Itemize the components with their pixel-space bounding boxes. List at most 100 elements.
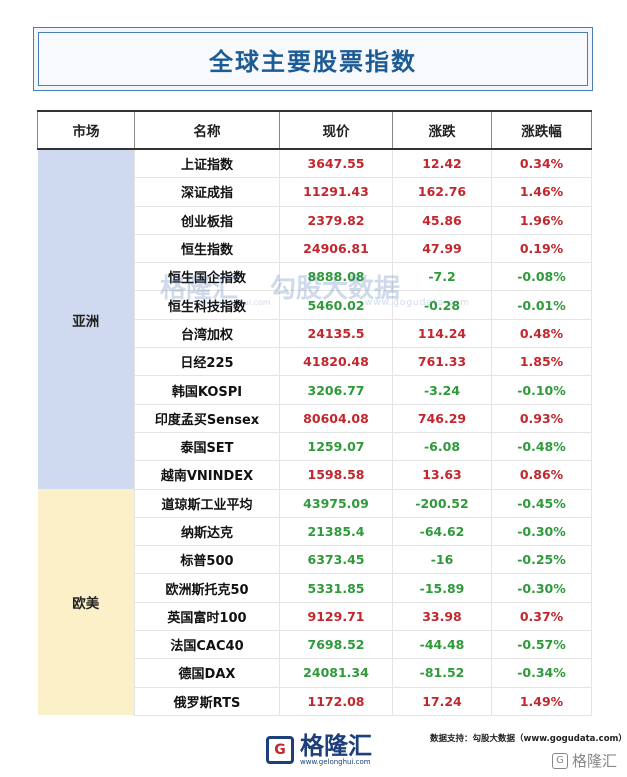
header-change-pct: 涨跌幅	[491, 110, 592, 150]
table-row: 欧洲斯托克50 5331.85 -15.89 -0.30%	[38, 573, 592, 603]
region-cell: 欧美	[37, 489, 135, 716]
table-row: 印度孟买Sensex 80604.08 746.29 0.93%	[38, 403, 592, 433]
corner-watermark-text: 格隆汇	[571, 752, 617, 770]
index-name: 法国CAC40	[134, 630, 280, 660]
index-change-pct: 0.93%	[491, 403, 592, 433]
index-price: 24906.81	[279, 233, 393, 264]
index-price: 6373.45	[279, 545, 393, 575]
index-change: 33.98	[392, 601, 492, 632]
index-change: -81.52	[392, 658, 492, 688]
table-row: 标普500 6373.45 -16 -0.25%	[38, 545, 592, 575]
data-source-note: 数据支持：勾股大数据（www.gogudata.com）	[430, 734, 627, 744]
index-name: 欧洲斯托克50	[134, 573, 280, 603]
table-row: 恒生国企指数 8888.08 -7.2 -0.08%	[38, 262, 592, 292]
index-change: 12.42	[392, 148, 492, 179]
index-name: 泰国SET	[134, 431, 280, 462]
index-price: 9129.71	[279, 601, 393, 632]
index-change: -16	[392, 545, 492, 575]
corner-g-icon: G	[551, 752, 568, 769]
index-name: 道琼斯工业平均	[134, 488, 280, 518]
index-name: 标普500	[134, 545, 280, 575]
page-title: 全球主要股票指数	[209, 47, 417, 76]
index-change-pct: 0.86%	[491, 460, 592, 490]
index-change: 114.24	[392, 318, 492, 349]
table-row: 深证成指 11291.43 162.76 1.46%	[38, 177, 592, 207]
index-change: -15.89	[392, 573, 492, 603]
index-change-pct: 1.46%	[491, 177, 592, 207]
index-change: -0.28	[392, 290, 492, 320]
table-row: 亚洲 上证指数 3647.55 12.42 0.34%	[37, 148, 592, 490]
footer-logo-url: www.gelonghui.com	[300, 758, 371, 766]
header-price: 现价	[279, 110, 393, 150]
index-name: 创业板指	[134, 205, 280, 235]
index-price: 24135.5	[279, 318, 393, 349]
table-row: 日经225 41820.48 761.33 1.85%	[38, 347, 592, 377]
index-price: 2379.82	[279, 205, 393, 235]
header-change: 涨跌	[392, 110, 492, 150]
index-change: 13.63	[392, 460, 492, 490]
table-row: 创业板指 2379.82 45.86 1.96%	[38, 205, 592, 235]
index-name: 韩国KOSPI	[134, 375, 280, 405]
index-change-pct: -0.10%	[491, 375, 592, 405]
index-change-pct: -0.30%	[491, 573, 592, 603]
index-name: 英国富时100	[134, 601, 280, 632]
index-price: 80604.08	[279, 403, 393, 433]
index-change-pct: 1.96%	[491, 205, 592, 235]
index-name: 台湾加权	[134, 318, 280, 349]
table-row: 欧美 道琼斯工业平均 43975.09 -200.52 -0.45%	[37, 488, 592, 716]
index-price: 41820.48	[279, 347, 393, 377]
index-change-pct: 1.85%	[491, 347, 592, 377]
index-name: 恒生国企指数	[134, 262, 280, 292]
index-change: -7.2	[392, 262, 492, 292]
index-name: 恒生科技指数	[134, 290, 280, 320]
index-change-pct: -0.01%	[491, 290, 592, 320]
index-change-pct: -0.34%	[491, 658, 592, 688]
header-market: 市场	[37, 110, 135, 150]
index-name: 恒生指数	[134, 233, 280, 264]
table-row: 台湾加权 24135.5 114.24 0.48%	[38, 318, 592, 349]
index-price: 21385.4	[279, 516, 393, 547]
index-price: 5331.85	[279, 573, 393, 603]
index-name: 印度孟买Sensex	[134, 403, 280, 433]
title-inner: 全球主要股票指数	[38, 32, 588, 86]
index-change-pct: -0.57%	[491, 630, 592, 660]
index-change: 45.86	[392, 205, 492, 235]
index-change-pct: -0.25%	[491, 545, 592, 575]
index-change: 746.29	[392, 403, 492, 433]
index-change-pct: -0.30%	[491, 516, 592, 547]
index-change: 162.76	[392, 177, 492, 207]
gelonghui-g-logo-icon: G	[266, 736, 294, 764]
region-cell: 亚洲	[37, 149, 135, 490]
index-name: 纳斯达克	[134, 516, 280, 547]
footer-logo-text: 格隆汇	[300, 732, 372, 760]
index-price: 43975.09	[279, 488, 393, 518]
index-change: -6.08	[392, 431, 492, 462]
index-change-pct: 0.34%	[491, 148, 592, 179]
index-change: 761.33	[392, 347, 492, 377]
corner-watermark: G 格隆汇	[551, 750, 617, 771]
table-row: 纳斯达克 21385.4 -64.62 -0.30%	[38, 516, 592, 547]
table-row: 俄罗斯RTS 1172.08 17.24 1.49%	[38, 686, 592, 716]
table-body: 亚洲 上证指数 3647.55 12.42 0.34% 深证成指 11291.43 162.7…	[37, 148, 592, 716]
index-change: -64.62	[392, 516, 492, 547]
index-price: 1598.58	[279, 460, 393, 490]
index-change-pct: 1.49%	[491, 686, 592, 716]
table-row: 泰国SET 1259.07 -6.08 -0.48%	[38, 431, 592, 462]
table-row: 德国DAX 24081.34 -81.52 -0.34%	[38, 658, 592, 688]
index-price: 1172.08	[279, 686, 393, 716]
index-change-pct: 0.19%	[491, 233, 592, 264]
index-name: 越南VNINDEX	[134, 460, 280, 490]
index-change: -200.52	[392, 488, 492, 518]
index-name: 上证指数	[134, 148, 280, 179]
index-name: 深证成指	[134, 177, 280, 207]
index-change-pct: 0.37%	[491, 601, 592, 632]
table-row: 英国富时100 9129.71 33.98 0.37%	[38, 601, 592, 632]
index-table: 市场 名称 现价 涨跌 涨跌幅 亚洲 上证指数 3647.55 12.42 0.34% 深…	[37, 110, 592, 716]
table-row: 恒生指数 24906.81 47.99 0.19%	[38, 233, 592, 264]
index-change-pct: 0.48%	[491, 318, 592, 349]
index-change-pct: -0.45%	[491, 488, 592, 518]
index-price: 3647.55	[279, 148, 393, 179]
index-change: 47.99	[392, 233, 492, 264]
index-price: 24081.34	[279, 658, 393, 688]
header-name: 名称	[134, 110, 280, 150]
